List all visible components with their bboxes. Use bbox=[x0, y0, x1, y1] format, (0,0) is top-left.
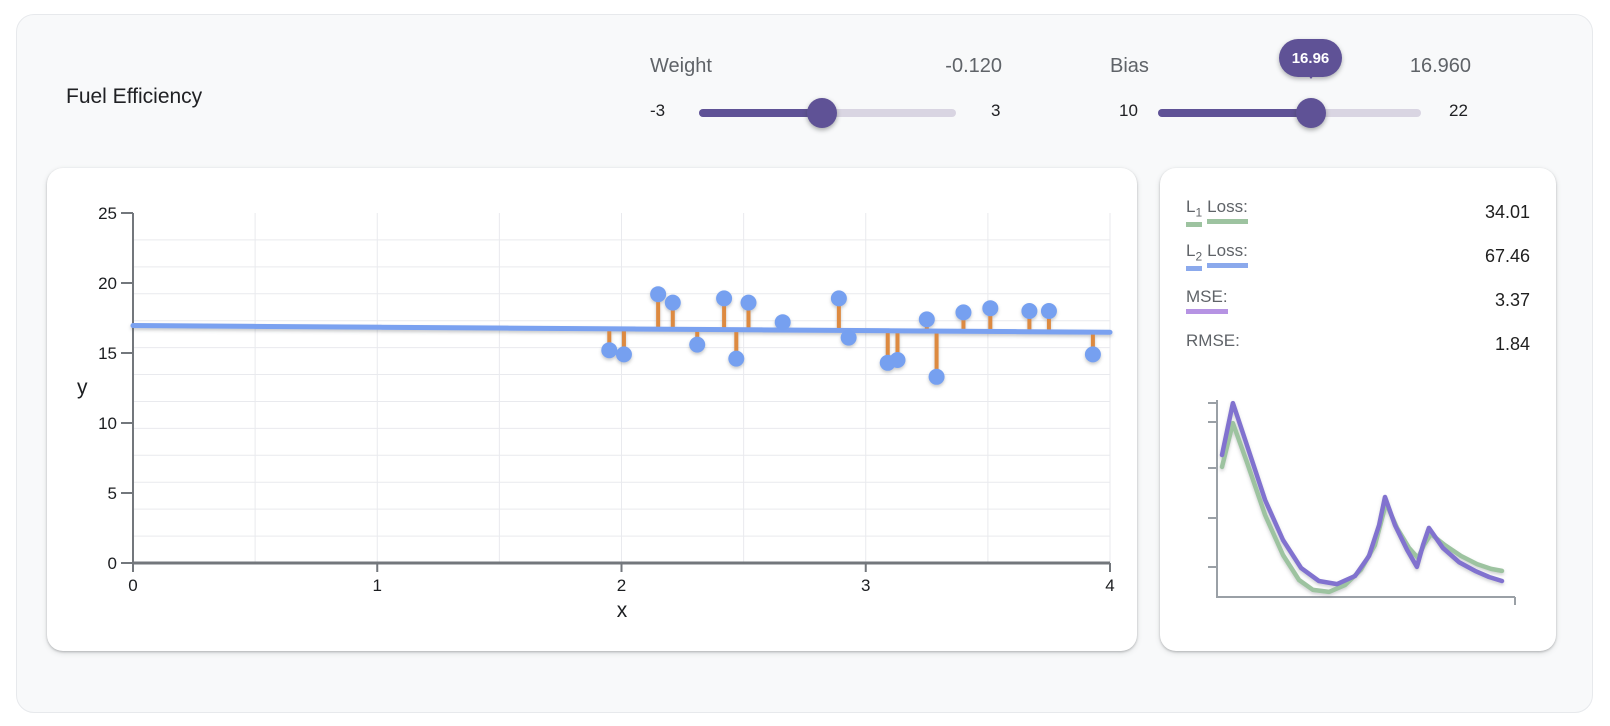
data-point bbox=[830, 290, 847, 307]
svg-text:10: 10 bbox=[98, 414, 117, 433]
svg-text:5: 5 bbox=[108, 484, 117, 503]
data-point bbox=[1040, 303, 1057, 319]
chart-data-layer bbox=[130, 286, 1113, 385]
data-point bbox=[728, 350, 745, 367]
weight-min-label: -3 bbox=[650, 101, 666, 120]
data-point bbox=[889, 352, 906, 368]
bias-min-label: 10 bbox=[1119, 101, 1138, 120]
metric-row-rmse: RMSE: 1.84 bbox=[1160, 322, 1556, 366]
data-point bbox=[955, 304, 972, 321]
bias-slider-thumb[interactable] bbox=[1295, 98, 1326, 128]
model-line bbox=[130, 323, 1113, 335]
svg-text:1: 1 bbox=[373, 576, 382, 595]
metric-value-l2-loss: 67.46 bbox=[1484, 245, 1530, 266]
page-title: Fuel Efficiency bbox=[66, 85, 203, 108]
weight-max-label: 3 bbox=[991, 101, 1001, 120]
bias-tooltip-text: 16.96 bbox=[1291, 49, 1330, 67]
data-point bbox=[928, 368, 945, 385]
metric-label-mse: MSE: bbox=[1186, 287, 1233, 314]
bias-slider-fill bbox=[1158, 109, 1311, 117]
bias-slider[interactable] bbox=[1158, 98, 1421, 128]
model-fit-chart: 0 5 10 15 20 25 0 1 2 3 4 y x bbox=[77, 204, 1115, 622]
data-point bbox=[840, 329, 857, 346]
chart-gridlines bbox=[133, 213, 1111, 563]
loss-chart-axes bbox=[1208, 400, 1516, 605]
bias-label: Bias bbox=[1110, 55, 1149, 77]
MSE-loss-curve-purple bbox=[1219, 400, 1505, 587]
loss-history-chart bbox=[1208, 400, 1516, 605]
data-point bbox=[740, 294, 757, 311]
weight-value: -0.120 bbox=[945, 55, 1002, 77]
data-point bbox=[664, 294, 681, 311]
metric-value-mse: 3.37 bbox=[1494, 289, 1530, 310]
data-point bbox=[601, 342, 618, 359]
metric-row-l1-loss: L1 Loss: 34.01 bbox=[1160, 190, 1556, 234]
svg-text:4: 4 bbox=[1105, 576, 1114, 595]
loss-curves bbox=[1219, 400, 1505, 595]
bias-control-header: Bias 16.960 bbox=[1110, 55, 1471, 78]
data-point bbox=[918, 311, 935, 328]
svg-text:0: 0 bbox=[108, 554, 117, 573]
svg-text:0: 0 bbox=[128, 576, 137, 595]
loss-metrics: L1 Loss: 34.01 L2 Loss: 67.46 MSE: 3.37 RMSE: 1.8… bbox=[1160, 168, 1556, 366]
metric-row-l2-loss: L2 Loss: 67.46 bbox=[1160, 234, 1556, 278]
metric-label-rmse: RMSE: bbox=[1186, 330, 1240, 350]
metric-value-rmse: 1.84 bbox=[1494, 333, 1530, 354]
metric-row-mse: MSE: 3.37 bbox=[1160, 278, 1556, 322]
data-point bbox=[1021, 303, 1038, 319]
data-point bbox=[650, 286, 667, 303]
svg-text:3: 3 bbox=[861, 576, 870, 595]
metric-label-l1-loss: L1 Loss: bbox=[1186, 197, 1253, 227]
x-axis-title: x bbox=[617, 599, 628, 622]
data-point bbox=[774, 314, 791, 331]
data-point bbox=[689, 336, 706, 353]
bias-value: 16.960 bbox=[1409, 55, 1471, 77]
data-point bbox=[615, 346, 632, 363]
svg-text:20: 20 bbox=[98, 274, 117, 293]
weight-slider-fill bbox=[699, 109, 823, 117]
svg-text:15: 15 bbox=[98, 344, 117, 363]
weight-label: Weight bbox=[650, 55, 712, 77]
metric-value-l1-loss: 34.01 bbox=[1484, 201, 1530, 222]
data-point bbox=[1084, 346, 1101, 363]
data-point bbox=[716, 290, 733, 307]
loss-panel-card: L1 Loss: 34.01 L2 Loss: 67.46 MSE: 3.37 RMSE: 1.8… bbox=[1160, 168, 1556, 651]
metric-label-l2-loss: L2 Loss: bbox=[1186, 241, 1253, 271]
bias-max-label: 22 bbox=[1449, 101, 1468, 120]
weight-slider[interactable] bbox=[699, 98, 956, 128]
svg-text:25: 25 bbox=[98, 204, 117, 223]
svg-text:2: 2 bbox=[617, 576, 626, 595]
weight-slider-thumb[interactable] bbox=[807, 98, 838, 128]
chart-axes: 0 5 10 15 20 25 0 1 2 3 4 y x bbox=[77, 204, 1115, 622]
weight-control-header: Weight -0.120 bbox=[650, 55, 1002, 78]
y-axis-title: y bbox=[77, 376, 88, 399]
model-chart-card: 0 5 10 15 20 25 0 1 2 3 4 y x bbox=[47, 168, 1137, 651]
bias-value-tooltip: 16.96 bbox=[1279, 39, 1342, 77]
data-point bbox=[982, 300, 999, 317]
